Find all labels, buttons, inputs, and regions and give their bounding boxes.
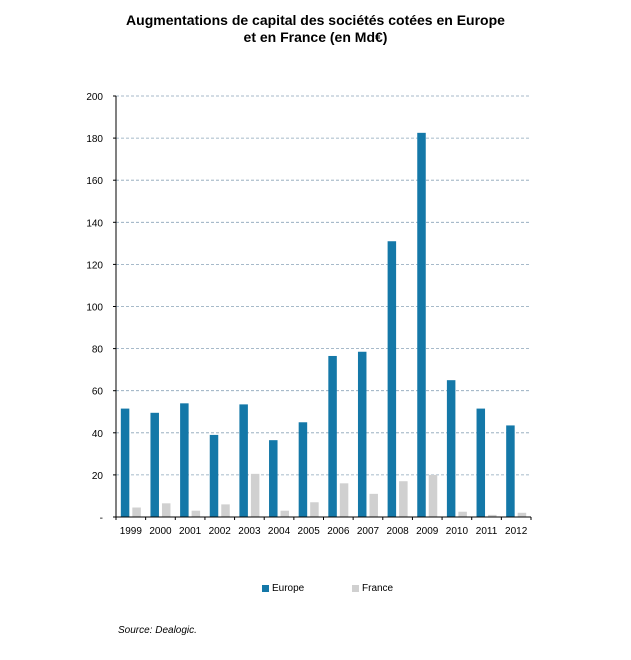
bar-france-2010 [458, 511, 467, 517]
bar-europe-1999 [120, 408, 130, 517]
chart-title-line-2: et en France (en Md€) [243, 29, 388, 45]
bar-france-2002 [221, 504, 230, 517]
bar-france-2001 [191, 510, 201, 517]
x-tick-label: 2003 [238, 526, 261, 537]
bar-france-1999 [132, 507, 141, 517]
x-tick-label: 2010 [446, 526, 469, 537]
bar-europe-2002 [209, 434, 219, 517]
y-tick-label: 120 [86, 260, 103, 271]
x-tick-label: 2007 [357, 526, 380, 537]
y-tick-label: - [100, 513, 103, 524]
y-tick-label: 140 [86, 218, 103, 229]
bar-france-2006 [339, 483, 349, 517]
bar-france-2009 [428, 474, 438, 517]
x-tick-label: 1999 [120, 526, 143, 537]
legend-label-europe: Europe [272, 583, 305, 594]
x-tick-label: 2001 [179, 526, 202, 537]
y-tick-label: 20 [92, 471, 104, 482]
legend-label-france: France [362, 583, 394, 594]
y-tick-label: 160 [86, 176, 103, 187]
legend-item-france: France [352, 583, 393, 594]
y-tick-label: 200 [86, 92, 103, 103]
bar-europe-2005 [298, 422, 308, 517]
x-tick-label: 2008 [386, 526, 409, 537]
x-tick-label: 2011 [476, 526, 498, 537]
y-tick-label: 100 [86, 303, 103, 314]
x-tick-label: 2009 [416, 526, 439, 537]
bar-france-2003 [250, 473, 260, 517]
bar-europe-2011 [476, 408, 486, 517]
gridlines [116, 95, 531, 476]
bar-europe-2009 [417, 132, 426, 517]
y-axis-ticks: - 20 40 60 80 100 120 140 160 180 200 [86, 92, 103, 524]
x-tick-label: 2002 [209, 526, 232, 537]
bar-france-2011 [488, 514, 497, 517]
x-tick-label: 2000 [149, 526, 172, 537]
x-tick-label: 2006 [327, 526, 350, 537]
bar-europe-2006 [328, 355, 337, 517]
bar-europe-2000 [150, 412, 159, 517]
bar-france-2012 [517, 512, 527, 517]
y-tick-label: 60 [92, 387, 104, 398]
bar-europe-2007 [357, 351, 367, 517]
legend-item-europe: Europe [262, 583, 304, 594]
x-axis-labels: 1999 2000 2001 2002 2003 2004 2005 2006 2007 2008… [120, 526, 528, 537]
bar-france-2005 [310, 502, 319, 517]
bar-france-2007 [369, 493, 378, 517]
x-tick-label: 2005 [298, 526, 321, 537]
y-tick-label: 180 [86, 134, 103, 145]
chart-title-line-1: Augmentations de capital des sociétés co… [126, 12, 505, 28]
bar-europe-2010 [446, 380, 456, 517]
bar-france-2004 [280, 510, 290, 517]
x-tick-label: 2012 [505, 526, 528, 537]
bar-europe-2008 [387, 241, 397, 517]
x-tick-label: 2004 [268, 526, 291, 537]
legend: Europe France [0, 583, 631, 599]
bars [120, 132, 527, 517]
bar-europe-2004 [269, 440, 278, 517]
bar-europe-2003 [239, 404, 248, 517]
source-note: Source: Dealogic. [118, 625, 197, 636]
bar-france-2000 [161, 503, 171, 517]
axes [113, 95, 532, 520]
y-tick-label: 40 [92, 429, 104, 440]
bar-europe-2001 [180, 403, 189, 517]
bar-france-2008 [399, 481, 408, 517]
y-tick-label: 80 [92, 345, 104, 356]
legend-swatch-europe [262, 585, 269, 592]
legend-swatch-france [352, 585, 359, 592]
chart-title: Augmentations de capital des sociétés co… [0, 12, 631, 46]
bar-europe-2012 [506, 425, 515, 517]
